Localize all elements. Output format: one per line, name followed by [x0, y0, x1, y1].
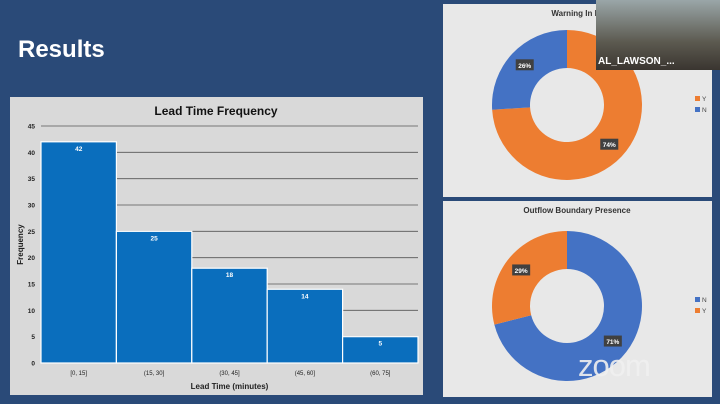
slide-title: Results: [18, 36, 105, 63]
chart-title: Lead Time Frequency: [154, 104, 277, 118]
y-tick-label: 45: [28, 124, 36, 131]
legend-swatch: [695, 308, 700, 313]
y-tick-label: 10: [28, 308, 36, 315]
slice-label-bg: [603, 335, 622, 347]
y-tick-label: 0: [31, 361, 35, 368]
bar-value-label: 25: [150, 235, 158, 242]
y-tick-label: 25: [28, 229, 36, 236]
y-tick-label: 5: [31, 334, 35, 341]
histogram-bar: [40, 141, 118, 364]
slice-label-bg: [512, 264, 531, 276]
video-thumbnail[interactable]: [596, 0, 720, 70]
slice-label: 29%: [515, 268, 528, 275]
legend-swatch: [695, 107, 700, 112]
y-tick-label: 20: [28, 255, 36, 262]
histogram-bar: [115, 230, 193, 364]
y-tick-label: 30: [28, 203, 36, 210]
x-tick-label: [0, 15]: [70, 371, 87, 377]
slice-label-bg: [600, 138, 619, 150]
x-tick-label: (45, 60]: [295, 371, 316, 377]
histogram-chart: Lead Time Frequency 0 5 10 15 20 25 30 35 40 45 42 […: [16, 104, 419, 391]
legend-label: N: [702, 297, 707, 304]
y-tick-label: 15: [28, 282, 36, 289]
histogram-bar: [342, 336, 419, 364]
bar-value-label: 18: [226, 272, 234, 279]
donut-chart-outflow: Outflow Boundary Presence 71% N 29% Y: [492, 206, 707, 381]
legend-swatch: [695, 96, 700, 101]
y-axis-label: Frequency: [16, 224, 25, 265]
donut-slice: [492, 231, 567, 325]
slice-label: 71%: [606, 339, 619, 346]
legend-label: N: [702, 107, 707, 114]
x-tick-label: (60, 75]: [370, 371, 391, 377]
legend-label: Y: [702, 308, 707, 315]
bar-value-label: 42: [75, 146, 83, 153]
chart-title: Outflow Boundary Presence: [523, 206, 631, 215]
legend-label: Y: [702, 96, 707, 103]
slice-label: 26%: [518, 63, 531, 70]
x-tick-label: (15, 30]: [144, 371, 165, 377]
participant-name: AL_LAWSON_...: [598, 56, 675, 67]
bar-value-label: 14: [301, 293, 309, 300]
histogram-bar: [266, 288, 344, 364]
slice-label: 74%: [603, 142, 616, 149]
y-tick-label: 35: [28, 176, 36, 183]
zoom-logo: zoom: [578, 348, 651, 383]
histogram-bar: [191, 267, 268, 364]
donut-panel-outflow: Outflow Boundary Presence 71% N 29% Y: [443, 201, 712, 397]
x-tick-label: (30, 45]: [219, 371, 240, 377]
slice-label-bg: [515, 59, 534, 71]
histogram-panel: Lead Time Frequency 0 5 10 15 20 25 30 35 40 45 42 […: [10, 97, 423, 395]
y-tick-label: 40: [28, 150, 36, 157]
legend-swatch: [695, 297, 700, 302]
x-axis-label: Lead Time (minutes): [191, 382, 269, 391]
chart-title: Warning In Ef: [551, 9, 603, 18]
bar-value-label: 5: [378, 341, 382, 348]
